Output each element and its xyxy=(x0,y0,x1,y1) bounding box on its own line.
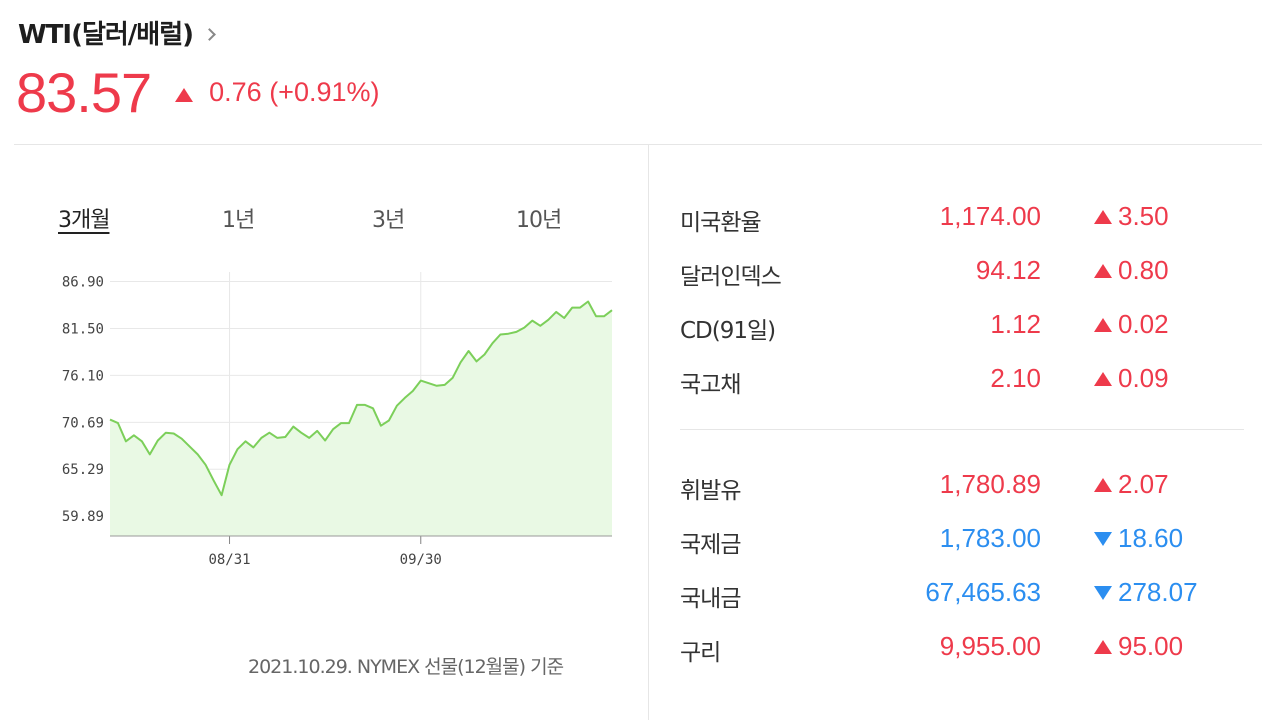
price-change: 0.76 (+0.91%) xyxy=(209,77,380,107)
market-name: 국내금 xyxy=(680,586,741,612)
market-value: 9,955.00 xyxy=(939,631,1041,661)
chevron-right-icon xyxy=(203,28,216,41)
y-tick-label: 65.29 xyxy=(62,462,104,478)
up-arrow-icon xyxy=(1094,639,1112,654)
market-value: 67,465.63 xyxy=(925,577,1041,607)
x-tick-label: 08/31 xyxy=(208,552,250,568)
current-price: 83.57 xyxy=(16,61,152,124)
market-change-value: 3.50 xyxy=(1118,201,1169,231)
market-row[interactable]: 휘발유 1,780.89 2.07 xyxy=(680,461,1244,515)
y-tick-label: 70.69 xyxy=(62,415,104,431)
up-arrow-icon xyxy=(1094,209,1112,224)
price-summary: 83.57 0.76 (+0.91%) xyxy=(16,60,380,125)
market-change-value: 2.07 xyxy=(1118,469,1169,499)
tab-1-year[interactable]: 1년 xyxy=(222,208,255,233)
tab-3-months[interactable]: 3개월 xyxy=(58,208,110,233)
y-tick-label: 59.89 xyxy=(62,509,104,525)
chart-footnote: 2021.10.29. NYMEX 선물(12월물) 기준 xyxy=(248,656,564,678)
market-row[interactable]: 국제금 1,783.00 18.60 xyxy=(680,515,1244,569)
market-change: 3.50 xyxy=(1094,201,1169,232)
market-group-rates: 미국환율 1,174.00 3.50 달러인덱스 94.12 0.80 CD(9… xyxy=(680,193,1244,409)
commodity-title-link[interactable]: WTI(달러/배럴) xyxy=(18,14,216,51)
y-tick-label: 86.90 xyxy=(62,275,104,291)
market-change: 18.60 xyxy=(1094,523,1183,554)
up-arrow-icon xyxy=(175,87,194,102)
market-name: CD(91일) xyxy=(680,318,776,344)
market-name: 달러인덱스 xyxy=(680,264,782,290)
page-title: WTI(달러/배럴) xyxy=(18,20,194,50)
up-arrow-icon xyxy=(1094,477,1112,492)
price-chart: 86.90 81.50 76.10 70.69 65.29 59.89 08/31 09/30 xyxy=(62,272,613,568)
divider-vertical xyxy=(648,145,649,720)
market-name: 국고채 xyxy=(680,372,741,398)
market-change-value: 0.02 xyxy=(1118,309,1169,339)
up-arrow-icon xyxy=(1094,371,1112,386)
down-arrow-icon xyxy=(1094,531,1112,546)
market-change-value: 95.00 xyxy=(1118,631,1184,661)
market-value: 1.12 xyxy=(990,309,1041,339)
market-name: 휘발유 xyxy=(680,478,741,504)
chart-price-line xyxy=(109,300,613,497)
market-change: 278.07 xyxy=(1094,577,1198,608)
market-row[interactable]: 달러인덱스 94.12 0.80 xyxy=(680,247,1244,301)
market-value: 94.12 xyxy=(975,255,1041,285)
chart-area-fill xyxy=(110,301,612,536)
tab-3-years[interactable]: 3년 xyxy=(372,208,405,233)
market-value: 2.10 xyxy=(990,363,1041,393)
market-name: 국제금 xyxy=(680,532,741,558)
up-arrow-icon xyxy=(1094,317,1112,332)
market-name: 미국환율 xyxy=(680,210,762,236)
market-change-value: 0.09 xyxy=(1118,363,1169,393)
y-tick-label: 81.50 xyxy=(62,321,104,337)
market-change: 0.09 xyxy=(1094,363,1169,394)
market-change-value: 278.07 xyxy=(1118,577,1198,607)
market-value: 1,174.00 xyxy=(939,201,1041,231)
market-group-commodities: 휘발유 1,780.89 2.07 국제금 1,783.00 18.60 국내금… xyxy=(680,461,1244,677)
market-change-value: 0.80 xyxy=(1118,255,1169,285)
market-row[interactable]: CD(91일) 1.12 0.02 xyxy=(680,301,1244,355)
market-value: 1,783.00 xyxy=(939,523,1041,553)
market-value: 1,780.89 xyxy=(939,469,1041,499)
market-change-value: 18.60 xyxy=(1118,523,1184,553)
market-change: 95.00 xyxy=(1094,631,1183,662)
x-tick-label: 09/30 xyxy=(400,552,442,568)
tab-10-years[interactable]: 10년 xyxy=(516,208,562,233)
market-row[interactable]: 구리 9,955.00 95.00 xyxy=(680,623,1244,677)
divider-top xyxy=(14,144,1262,145)
market-change: 0.80 xyxy=(1094,255,1169,286)
market-row[interactable]: 미국환율 1,174.00 3.50 xyxy=(680,193,1244,247)
market-row[interactable]: 국내금 67,465.63 278.07 xyxy=(680,569,1244,623)
period-tabs: 3개월 1년 3년 10년 xyxy=(0,202,648,234)
market-name: 구리 xyxy=(680,640,721,666)
market-row[interactable]: 국고채 2.10 0.09 xyxy=(680,355,1244,409)
market-divider xyxy=(680,429,1244,430)
market-change: 0.02 xyxy=(1094,309,1169,340)
up-arrow-icon xyxy=(1094,263,1112,278)
down-arrow-icon xyxy=(1094,585,1112,600)
market-change: 2.07 xyxy=(1094,469,1169,500)
y-tick-label: 76.10 xyxy=(62,368,104,384)
